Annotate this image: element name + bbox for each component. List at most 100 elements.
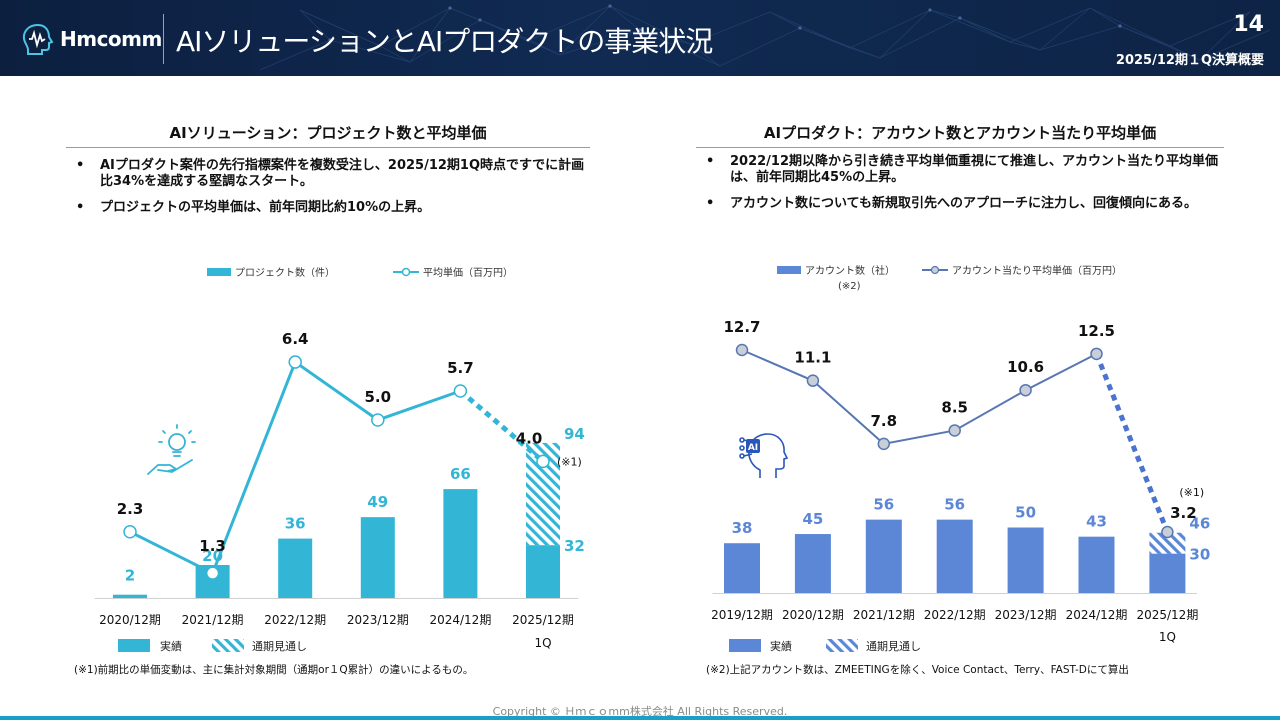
forecast-value-label: 46 xyxy=(1189,515,1210,533)
right-bullet-text: 2022/12期以降から引き続き平均単価重視にて推進し、アカウント当たり平均単価… xyxy=(730,154,1219,185)
line-value-label: 6.4 xyxy=(282,330,309,348)
line-point xyxy=(205,566,220,580)
bullet-dot: • xyxy=(706,154,715,169)
x-tick-label: 2022/12期 xyxy=(924,608,986,622)
bar xyxy=(360,517,395,598)
line-point xyxy=(288,355,302,369)
ai-chip-label: AI xyxy=(748,443,758,453)
bar-value-label: 2 xyxy=(125,567,135,585)
bullet-dot: • xyxy=(706,196,715,211)
x-tick-label: 2019/12期 xyxy=(711,608,773,622)
left-bullet-list: • AIプロダクト案件の先行指標案件を複数受注し、2025/12期1Q時点ですでに… xyxy=(70,158,590,226)
bar-value-label: 43 xyxy=(1086,513,1107,531)
ai-chip-badge xyxy=(746,439,760,453)
line-series xyxy=(741,349,1097,445)
bar xyxy=(1149,553,1186,593)
legend-forecast-label: 通期見通し xyxy=(866,640,921,653)
left-bullet-item: • プロジェクトの平均単価は、前年同期比約10%の上昇。 xyxy=(70,200,590,216)
line-point xyxy=(453,384,468,398)
line-value-label: 11.1 xyxy=(794,349,831,367)
legend-bar-swatch xyxy=(207,268,231,276)
page-number: 14 xyxy=(1233,12,1264,37)
left-bullet-item: • AIプロダクト案件の先行指標案件を複数受注し、2025/12期1Q時点ですでに… xyxy=(70,158,590,190)
right-bullet-text: アカウント数についても新規取引先へのアプローチに注力し、回復傾向にある。 xyxy=(730,196,1197,211)
line-value-label: 2.3 xyxy=(117,500,144,518)
line-value-label: 7.8 xyxy=(871,412,898,430)
x-tick-label: 2024/12期 xyxy=(1066,608,1128,622)
legend-forecast-swatch xyxy=(212,639,244,652)
line-point xyxy=(1019,383,1032,397)
bar xyxy=(936,519,973,593)
line-annotation: (※1) xyxy=(1179,486,1204,499)
legend-bar-label: プロジェクト数（件） xyxy=(235,266,335,279)
forecast-bar xyxy=(1149,532,1186,554)
x-tick-sublabel: 1Q xyxy=(534,636,551,650)
right-bullet-list: • 2022/12期以降から引き続き平均単価重視にて推進し、アカウント当たり平均単… xyxy=(700,154,1220,222)
line-value-label: 3.2 xyxy=(1170,504,1197,522)
legend-bar-swatch xyxy=(777,266,801,274)
bar-value-label: 30 xyxy=(1189,546,1210,564)
line-point xyxy=(536,454,550,469)
bar-value-label: 49 xyxy=(367,493,388,511)
bar xyxy=(113,594,147,598)
bar xyxy=(794,534,831,593)
line-point xyxy=(806,374,820,387)
line-value-label: 5.0 xyxy=(365,388,392,406)
legend-actual-swatch xyxy=(729,639,761,652)
footer-accent-line xyxy=(0,716,1280,720)
lightbulb-hand-icon xyxy=(147,424,196,475)
right-footnote: (※2)上記アカウント数は、ZMEETINGを除く、Voice Contact、… xyxy=(706,664,1129,676)
bar-value-label: 56 xyxy=(944,496,965,514)
right-bullet-item: • 2022/12期以降から引き続き平均単価重視にて推進し、アカウント当たり平均単… xyxy=(700,154,1220,186)
copyright-footer: Copyright © Ｈｍｃｏmm株式会社 All Rights Reserv… xyxy=(492,705,788,718)
x-tick-sublabel: 1Q xyxy=(1159,630,1176,644)
legend-line-label: アカウント当たり平均単価（百万円） xyxy=(952,264,1122,277)
x-tick-label: 2022/12期 xyxy=(264,613,326,627)
bar-value-label: 36 xyxy=(285,515,306,533)
right-section-rule xyxy=(696,147,1224,148)
left-footnote: (※1)前期比の単価変動は、主に集計対象期間（通期or１Q累計）の違いによるもの… xyxy=(74,664,474,676)
line-point xyxy=(1161,525,1174,539)
logo-text: Hmcomm xyxy=(60,27,162,51)
logo-head-icon xyxy=(22,23,54,55)
bar-value-label: 45 xyxy=(802,510,823,528)
bar xyxy=(1078,536,1115,593)
bar-value-label: 38 xyxy=(732,519,753,537)
legend-actual-swatch xyxy=(118,639,150,652)
header-network-pattern xyxy=(259,4,1271,71)
legend-line-marker xyxy=(930,265,940,275)
x-tick-label: 2023/12期 xyxy=(995,608,1057,622)
bar xyxy=(278,538,313,598)
bullet-dot: • xyxy=(76,200,85,215)
legend-actual-label: 実績 xyxy=(160,639,182,653)
bar xyxy=(526,545,560,598)
company-logo: Hmcomm xyxy=(18,22,162,56)
right-section-title: AIプロダクト：アカウント数とアカウント当たり平均単価 xyxy=(763,124,1157,142)
left-bullet-text: プロジェクトの平均単価は、前年同期比約10%の上昇。 xyxy=(100,200,431,215)
line-point xyxy=(948,424,961,437)
forecast-value-label: 94 xyxy=(564,425,585,443)
chart-marks-layer: 22036496632942.31.36.45.05.74.0(※1)2020/… xyxy=(94,318,1210,650)
x-tick-label: 2021/12期 xyxy=(853,608,915,622)
header-divider xyxy=(163,14,164,64)
legend-actual-label: 実績 xyxy=(770,639,792,653)
line-value-label: 4.0 xyxy=(516,429,543,447)
report-period: 2025/12期１Q決算概要 xyxy=(1115,53,1264,68)
bullet-dot: • xyxy=(76,158,85,173)
x-tick-label: 2021/12期 xyxy=(182,613,244,627)
line-annotation: (※1) xyxy=(557,455,582,468)
bar-value-label: 32 xyxy=(564,537,585,555)
line-value-label: 5.7 xyxy=(447,359,474,377)
left-bullet-text: AIプロダクト案件の先行指標案件を複数受注し、2025/12期1Q時点ですでに計… xyxy=(100,158,585,189)
x-tick-label: 2025/12期 xyxy=(1136,608,1198,622)
x-tick-label: 2020/12期 xyxy=(99,613,161,627)
x-tick-label: 2024/12期 xyxy=(429,613,491,627)
x-tick-label: 2025/12期 xyxy=(512,613,574,627)
line-forecast-segment xyxy=(458,389,545,464)
line-point xyxy=(1090,347,1103,361)
right-bullet-item: • アカウント数についても新規取引先へのアプローチに注力し、回復傾向にある。 xyxy=(700,196,1220,212)
legend-line-marker xyxy=(401,267,411,277)
left-section-rule xyxy=(66,147,590,148)
page-title: AIソリューションとAIプロダクトの事業状況 xyxy=(176,25,713,58)
